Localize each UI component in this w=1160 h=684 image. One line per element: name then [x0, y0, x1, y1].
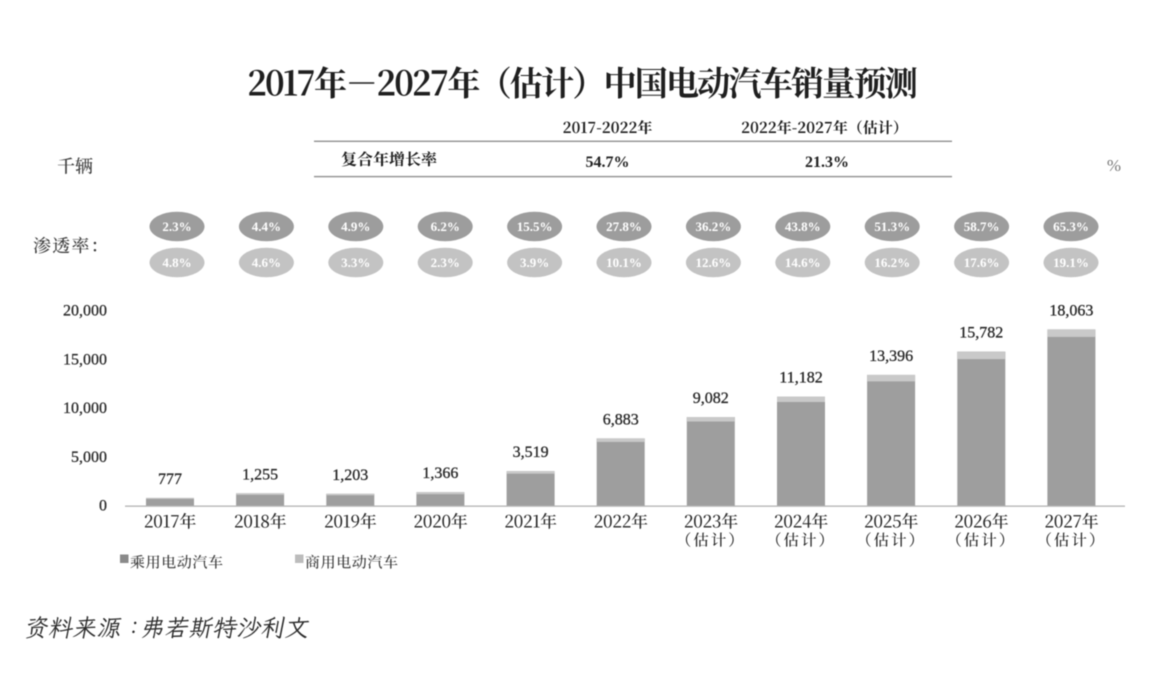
svg-text:9,082: 9,082	[693, 390, 729, 407]
svg-text:43.8%: 43.8%	[785, 219, 821, 234]
svg-text:18,063: 18,063	[1049, 302, 1093, 319]
svg-text:0: 0	[99, 498, 107, 515]
svg-text:65.3%: 65.3%	[1053, 219, 1089, 234]
svg-text:3.3%: 3.3%	[341, 255, 370, 270]
svg-text:51.3%: 51.3%	[874, 219, 910, 234]
svg-text:777: 777	[158, 471, 182, 488]
svg-text:17.6%: 17.6%	[964, 255, 1000, 270]
svg-text:10.1%: 10.1%	[606, 255, 642, 270]
svg-text:36.2%: 36.2%	[696, 219, 732, 234]
svg-text:6,883: 6,883	[603, 411, 639, 428]
svg-text:2.3%: 2.3%	[431, 255, 460, 270]
svg-text:54.7%: 54.7%	[586, 154, 630, 171]
svg-text:58.7%: 58.7%	[964, 219, 1000, 234]
svg-text:15,000: 15,000	[63, 351, 107, 368]
svg-text:27.8%: 27.8%	[606, 219, 642, 234]
svg-text:15,782: 15,782	[959, 325, 1003, 342]
svg-text:3.9%: 3.9%	[520, 255, 549, 270]
svg-text:14.6%: 14.6%	[785, 255, 821, 270]
svg-text:12.6%: 12.6%	[696, 255, 732, 270]
svg-text:2.3%: 2.3%	[162, 219, 191, 234]
svg-text:4.9%: 4.9%	[341, 219, 370, 234]
svg-text:1,203: 1,203	[332, 467, 368, 484]
svg-text:%: %	[1107, 156, 1121, 175]
svg-text:20,000: 20,000	[63, 303, 107, 320]
svg-text:21.3%: 21.3%	[805, 154, 849, 171]
svg-text:6.2%: 6.2%	[431, 219, 460, 234]
svg-text:5,000: 5,000	[71, 449, 107, 466]
svg-text:4.6%: 4.6%	[252, 255, 281, 270]
svg-text:11,182: 11,182	[779, 370, 822, 387]
svg-text:4.4%: 4.4%	[252, 219, 281, 234]
svg-text:3,519: 3,519	[513, 444, 549, 461]
svg-text:4.8%: 4.8%	[162, 255, 191, 270]
svg-text:19.1%: 19.1%	[1053, 255, 1089, 270]
svg-text:13,396: 13,396	[869, 348, 913, 365]
svg-text:1,366: 1,366	[422, 465, 458, 482]
svg-text:16.2%: 16.2%	[874, 255, 910, 270]
svg-text:10,000: 10,000	[63, 400, 107, 417]
svg-text:15.5%: 15.5%	[517, 219, 553, 234]
svg-text:1,255: 1,255	[242, 466, 278, 483]
